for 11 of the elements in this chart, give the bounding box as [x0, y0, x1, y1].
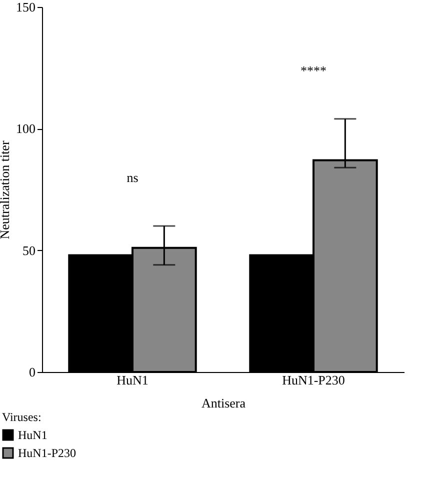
y-axis-title: Neutralization titer: [0, 140, 12, 240]
legend-label: HuN1: [18, 428, 48, 442]
legend-label: HuN1-P230: [18, 446, 76, 460]
annotation: ****: [300, 62, 326, 78]
x-axis-title: Antisera: [201, 396, 246, 410]
y-tick-label: 100: [16, 121, 36, 136]
annotation: ns: [126, 170, 138, 185]
legend-title: Viruses:: [2, 410, 42, 424]
y-tick-label: 0: [29, 364, 36, 380]
y-tick-label: 50: [22, 242, 36, 258]
y-tick-label: 150: [16, 0, 36, 14]
